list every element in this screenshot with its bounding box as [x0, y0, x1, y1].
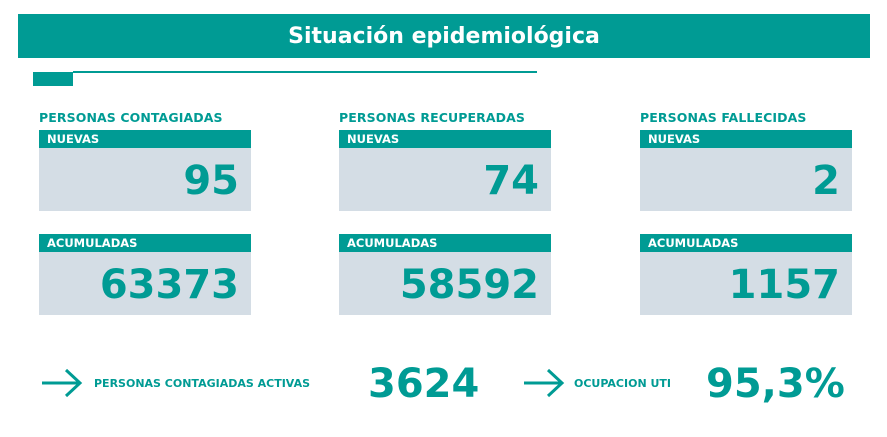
new-label: NUEVAS	[39, 130, 251, 148]
new-value: 95	[39, 148, 251, 211]
arrow-right-icon	[42, 368, 83, 398]
arrow-right-icon	[524, 368, 565, 398]
active-cases-value: 3624	[368, 361, 480, 407]
accumulated-label: ACUMULADAS	[339, 234, 551, 252]
category-label: PERSONAS RECUPERADAS	[339, 110, 525, 125]
category-label: PERSONAS FALLECIDAS	[640, 110, 807, 125]
accumulated-value: 1157	[640, 252, 852, 315]
active-cases-label: PERSONAS CONTAGIADAS ACTIVAS	[94, 377, 310, 390]
new-label: NUEVAS	[339, 130, 551, 148]
page-title-text: Situación epidemiológica	[288, 23, 600, 49]
accumulated-value: 63373	[39, 252, 251, 315]
icu-occupancy-value: 95,3%	[706, 361, 845, 407]
accumulated-value: 58592	[339, 252, 551, 315]
accent-divider	[73, 71, 537, 73]
new-label: NUEVAS	[640, 130, 852, 148]
summary-row: PERSONAS CONTAGIADAS ACTIVAS 3624 OCUPAC…	[0, 360, 887, 410]
new-value: 74	[339, 148, 551, 211]
accumulated-label: ACUMULADAS	[39, 234, 251, 252]
new-value: 2	[640, 148, 852, 211]
page-title: Situación epidemiológica	[18, 14, 870, 58]
icu-occupancy-label: OCUPACION UTI	[574, 377, 672, 390]
accumulated-label: ACUMULADAS	[640, 234, 852, 252]
category-label: PERSONAS CONTAGIADAS	[39, 110, 223, 125]
accent-block	[33, 72, 73, 86]
